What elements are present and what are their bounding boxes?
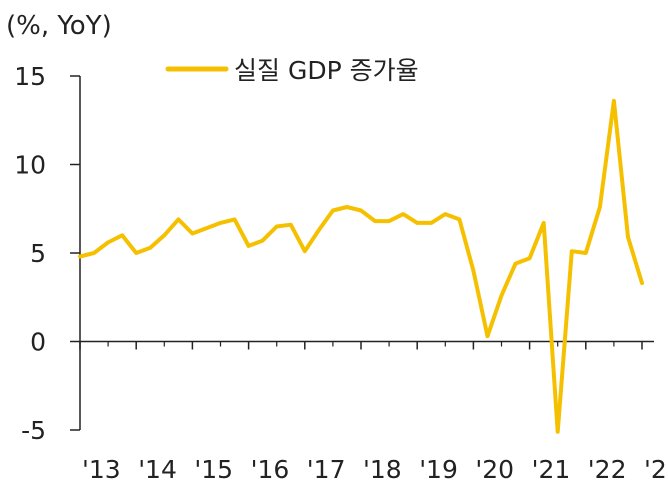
x-tick-label: '22 [588,455,627,484]
y-tick-label: 0 [30,328,46,357]
data-point [148,246,152,250]
data-point [556,430,560,434]
data-point [190,232,194,236]
data-point [162,233,166,237]
x-tick-label: '17 [307,455,346,484]
x-tick-label: '13 [82,455,121,484]
y-tick-label: 10 [14,151,46,180]
y-tick-label: 15 [14,62,46,91]
data-point [317,228,321,232]
y-tick-label: -5 [21,416,46,445]
data-point [78,255,82,259]
data-point [457,217,461,221]
data-point [303,249,307,253]
data-point [570,249,574,253]
data-point [331,209,335,213]
data-point [584,251,588,255]
data-point [204,226,208,230]
data-point [471,269,475,273]
x-tick-label: '15 [194,455,233,484]
unit-label: (%, YoY) [6,11,112,41]
data-point [542,221,546,225]
data-point [176,217,180,221]
series-line-real-gdp-growth [78,98,644,434]
data-point [275,225,279,229]
data-point [415,221,419,225]
y-tick-label: 5 [30,239,46,268]
data-point [443,212,447,216]
plot-area [78,98,644,434]
x-axis: '13 '14 '15 '16 '17 '18 '19 '20 '21 '22 '23 [79,340,668,484]
data-point [528,256,532,260]
x-tick-label: '21 [532,455,571,484]
data-point [219,221,223,225]
data-point [401,212,405,216]
data-point [120,233,124,237]
data-point [261,239,265,243]
data-point [598,205,602,209]
data-point [612,99,616,103]
data-point [92,251,96,255]
data-point [429,221,433,225]
legend-label: 실질 GDP 증가율 [234,56,419,85]
data-point [289,223,293,227]
x-tick-label: '14 [138,455,177,484]
x-tick-label: '19 [419,455,458,484]
data-point [500,294,504,298]
data-point [233,217,237,221]
x-tick-label: '20 [475,455,514,484]
data-point [626,235,630,239]
data-point [373,219,377,223]
x-tick-label: '18 [363,455,402,484]
data-point [247,244,251,248]
x-tick-label: '16 [251,455,290,484]
data-point [134,251,138,255]
data-point [514,262,518,266]
data-point [486,334,490,338]
data-point [387,219,391,223]
data-point [359,209,363,213]
x-tick-label: '23 [644,455,668,484]
data-point [106,240,110,244]
data-point [640,281,644,285]
y-axis: 15 10 5 0 -5 [14,62,81,445]
data-point [345,205,349,209]
legend: 실질 GDP 증가율 [165,56,419,85]
